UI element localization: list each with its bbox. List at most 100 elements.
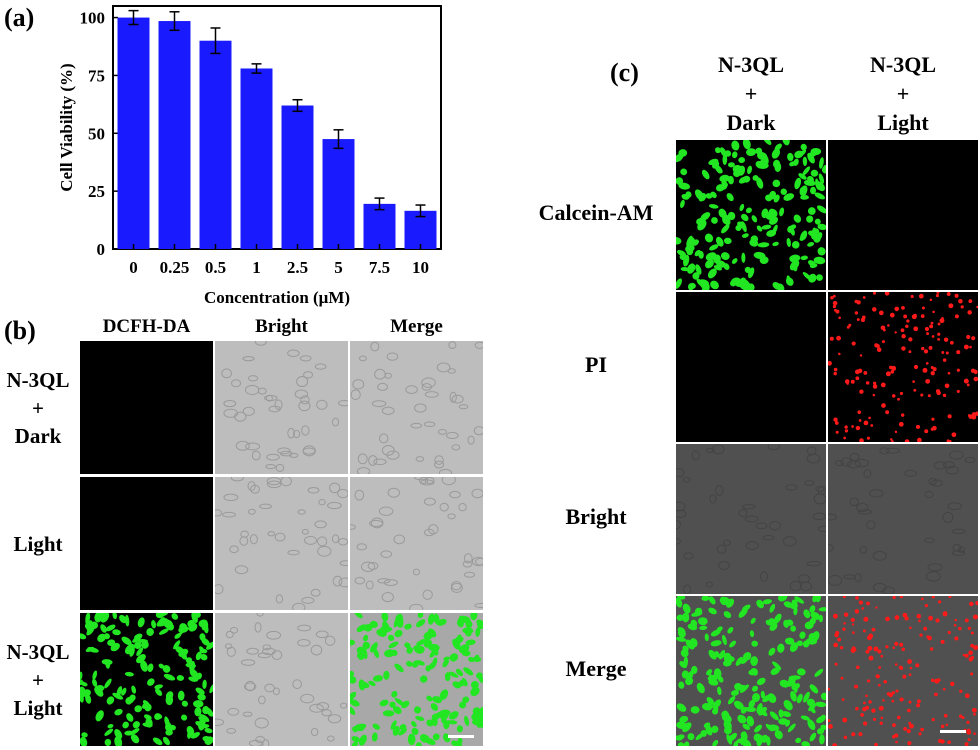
green-cell xyxy=(736,738,745,744)
green-cell xyxy=(745,207,752,214)
red-cell xyxy=(909,723,914,729)
cell-outline xyxy=(806,453,821,464)
green-cell xyxy=(727,162,735,168)
red-cell xyxy=(867,679,871,683)
green-cell xyxy=(134,705,143,713)
micrograph-dark-bright xyxy=(828,444,978,594)
cell-outline xyxy=(869,489,884,498)
red-cell xyxy=(919,633,923,637)
green-cell xyxy=(194,707,202,717)
red-cell xyxy=(829,336,834,341)
green-cell xyxy=(398,728,407,736)
green-cell xyxy=(158,628,169,635)
green-cell xyxy=(717,686,722,696)
green-cell xyxy=(784,637,795,645)
red-cell xyxy=(916,613,922,619)
red-cell xyxy=(863,629,866,633)
cell-outline xyxy=(303,371,314,379)
cell-outline xyxy=(301,596,315,604)
green-cell xyxy=(773,613,782,624)
red-cell xyxy=(956,389,960,393)
panel-c-row-label: Merge xyxy=(565,656,627,681)
cell-outline xyxy=(676,519,682,530)
green-cell xyxy=(107,723,114,729)
green-cell xyxy=(682,612,690,623)
green-cell xyxy=(796,668,806,676)
green-cell xyxy=(822,164,826,172)
cell-outline xyxy=(215,509,222,517)
cell-outline xyxy=(317,545,332,557)
green-cell xyxy=(752,175,759,181)
green-cell xyxy=(817,247,826,256)
red-cell xyxy=(954,314,959,319)
green-cell xyxy=(751,215,758,223)
green-cell xyxy=(820,692,826,701)
micrograph-bright xyxy=(215,477,348,610)
green-cell xyxy=(734,683,743,691)
red-cell xyxy=(947,414,952,419)
cell-outline xyxy=(815,485,825,493)
red-cell xyxy=(913,326,919,332)
cell-outline xyxy=(266,480,282,489)
cell-outline xyxy=(255,735,266,744)
green-cell xyxy=(721,224,730,234)
red-cell xyxy=(828,687,831,691)
green-cell xyxy=(189,669,199,678)
red-cell xyxy=(863,701,866,705)
red-cell xyxy=(850,648,856,653)
cell-outline xyxy=(339,702,348,709)
green-cell xyxy=(756,702,763,714)
green-cell xyxy=(94,686,104,697)
green-cell xyxy=(813,234,821,243)
cell-outline xyxy=(964,456,976,464)
green-cell xyxy=(708,678,719,686)
green-cell xyxy=(461,678,468,687)
cell-outline xyxy=(849,497,859,507)
green-cell xyxy=(185,657,193,667)
green-cell xyxy=(819,734,825,745)
red-cell xyxy=(923,349,929,354)
green-cell xyxy=(476,672,483,679)
green-cell xyxy=(680,266,689,272)
green-cell xyxy=(719,174,730,183)
cell-outline xyxy=(797,574,811,583)
red-cell xyxy=(964,653,969,658)
red-cell xyxy=(865,381,870,385)
cell-outline xyxy=(368,455,378,466)
cell-outline xyxy=(314,363,327,370)
green-cell xyxy=(81,732,88,738)
green-cell xyxy=(814,668,824,677)
cell-outline xyxy=(245,680,256,692)
row-label-line: Light xyxy=(13,531,63,556)
green-cell xyxy=(193,700,204,708)
red-cell xyxy=(967,310,972,315)
red-cell xyxy=(832,613,838,619)
green-cell xyxy=(442,659,449,668)
red-cell xyxy=(976,305,978,309)
red-cell xyxy=(967,738,971,742)
green-cell xyxy=(465,629,472,637)
red-cell xyxy=(923,626,928,631)
red-cell xyxy=(883,679,888,684)
green-cell xyxy=(711,708,719,715)
green-cell xyxy=(774,162,782,173)
green-cell xyxy=(792,682,798,693)
x-axis-label: Concentration (μM) xyxy=(204,288,350,307)
cell-outline xyxy=(386,352,399,361)
green-cell xyxy=(688,282,696,290)
green-cell xyxy=(404,642,411,649)
red-cell xyxy=(928,345,933,350)
green-cell xyxy=(730,277,741,286)
red-cell xyxy=(941,351,945,354)
green-cell xyxy=(762,140,772,145)
micrograph-red xyxy=(828,292,978,442)
red-cell xyxy=(908,700,912,704)
cell-outline xyxy=(475,557,483,566)
green-cell xyxy=(706,669,713,676)
red-cell xyxy=(866,601,870,606)
cell-outline xyxy=(327,501,342,510)
cell-outline xyxy=(247,481,256,492)
green-cell xyxy=(705,193,713,199)
green-cell xyxy=(162,736,170,746)
green-cell xyxy=(677,742,685,746)
